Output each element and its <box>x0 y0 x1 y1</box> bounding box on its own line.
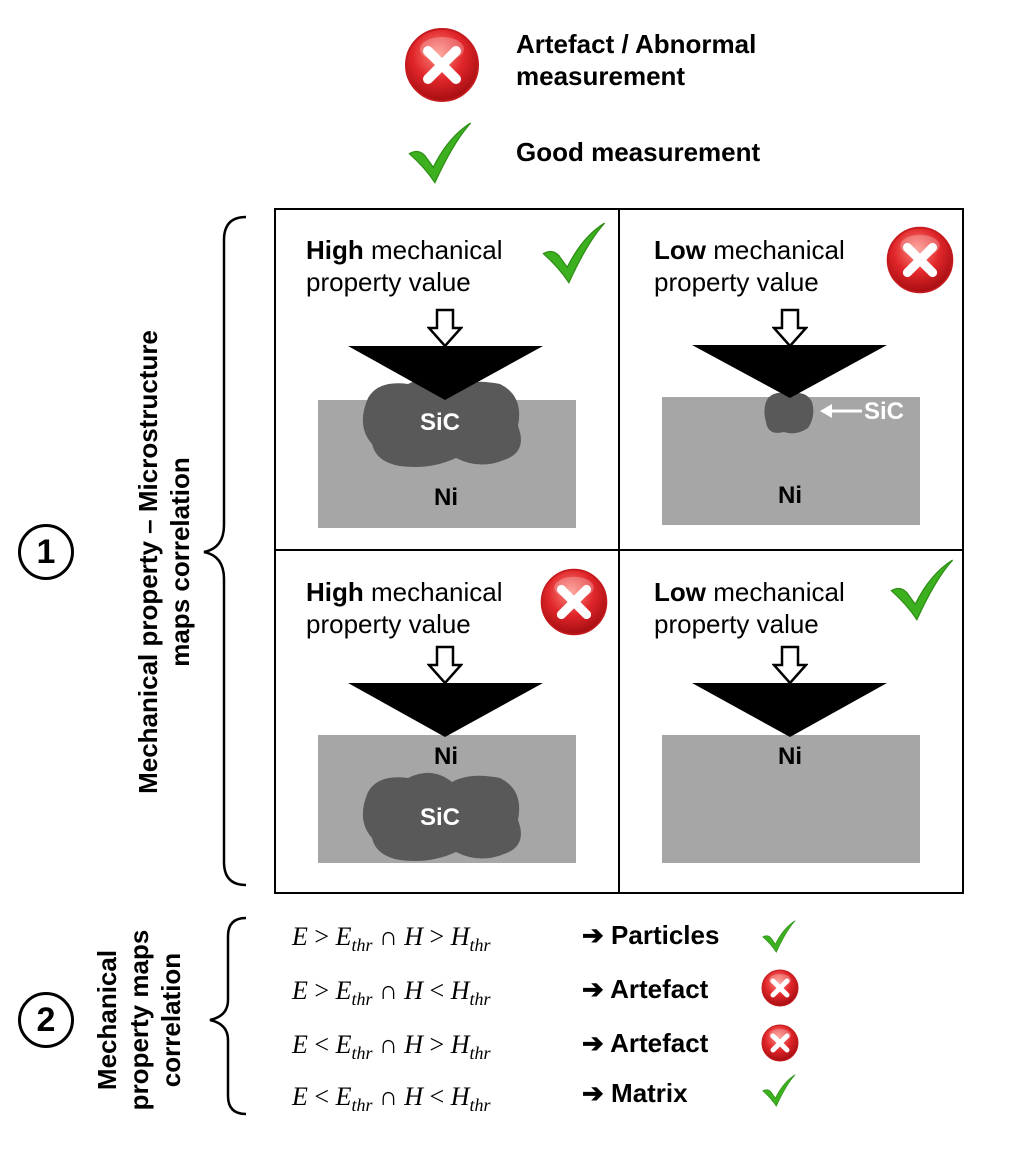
good-legend-icon <box>408 122 472 184</box>
sic-label-2: SiC <box>864 398 905 425</box>
load-arrow-1 <box>427 308 463 348</box>
cell-2-label-rest: mechanical <box>706 235 845 265</box>
sic-particle-1 <box>362 378 521 467</box>
status-cross-3 <box>542 570 607 635</box>
rule-result-4: ➔ Matrix <box>582 1078 688 1108</box>
rule-formula-1: E > Ethr ∩ H > Hthr <box>292 922 491 956</box>
status-check-1 <box>542 222 606 284</box>
rule-result-3: ➔ Artefact <box>582 1028 709 1058</box>
rule-status-cross-3 <box>762 1025 798 1061</box>
sic-particle-3 <box>362 772 521 861</box>
matrix-block-4 <box>662 735 920 863</box>
status-cross-2 <box>888 228 953 293</box>
brace-section-2 <box>209 916 247 1116</box>
load-arrow-4 <box>772 645 808 685</box>
rule-formula-3: E < Ethr ∩ H > Hthr <box>292 1030 491 1064</box>
rule-result-2: ➔ Artefact <box>582 974 709 1004</box>
ni-label-4: Ni <box>778 743 802 770</box>
cell-1-label-rest: mechanical <box>363 235 503 265</box>
sic-particle-2 <box>764 392 814 434</box>
cell-1-label-line2: property value <box>306 267 471 297</box>
load-arrow-3 <box>427 645 463 685</box>
section-1-number: 1 <box>18 524 74 580</box>
sic-label-3: SiC <box>420 804 461 831</box>
section-2-vertical-label: Mechanical property maps correlation <box>91 915 187 1125</box>
section-2-number: 2 <box>18 992 74 1048</box>
artefact-legend-label: Artefact / Abnormal measurement <box>516 28 756 92</box>
section-1-label-line2: maps correlation <box>165 457 195 667</box>
load-arrow-2 <box>772 308 808 348</box>
rule-arrow-icon: ➔ <box>582 1078 604 1108</box>
indenter-3 <box>348 683 543 737</box>
artefact-legend-line1: Artefact / Abnormal <box>516 29 757 59</box>
ni-label-3: Ni <box>434 743 458 770</box>
cell-3-label: High mechanical property value <box>306 576 503 640</box>
cell-3-label-line2: property value <box>306 609 471 639</box>
section-1-label-line1: Mechanical property – Microstructure <box>133 330 163 794</box>
section-2-label-line2: property maps <box>124 929 154 1111</box>
cell-4-label-line2: property value <box>654 609 819 639</box>
status-check-4 <box>890 559 954 621</box>
indenter-4 <box>692 683 887 737</box>
rule-result-1: ➔ Particles <box>582 920 720 950</box>
rule-status-check-4 <box>762 1074 796 1107</box>
rule-status-check-1 <box>762 920 796 953</box>
artefact-legend-icon <box>406 29 478 101</box>
rule-status-cross-2 <box>762 970 798 1006</box>
rule-arrow-icon: ➔ <box>582 1028 604 1058</box>
cell-2-label: Low mechanical property value <box>654 234 845 298</box>
sic-pointer-head <box>820 404 832 418</box>
artefact-legend-line2: measurement <box>516 61 686 91</box>
sic-label-1: SiC <box>420 409 461 436</box>
brace-section-1 <box>203 215 247 887</box>
indenter-2 <box>692 345 887 398</box>
section-1-vertical-label: Mechanical property – Microstructure map… <box>132 302 196 822</box>
rule-formula-2: E > Ethr ∩ H < Hthr <box>292 976 491 1010</box>
section-2-label-line1: Mechanical <box>92 949 122 1091</box>
cell-2-label-bold: Low <box>654 235 706 265</box>
cell-1-label-bold: High <box>306 235 364 265</box>
rule-arrow-icon: ➔ <box>582 920 604 950</box>
rule-formula-4: E < Ethr ∩ H < Hthr <box>292 1082 491 1116</box>
cell-1-label: High mechanical property value <box>306 234 503 298</box>
rule-arrow-icon: ➔ <box>582 974 604 1004</box>
cell-3-label-rest: mechanical <box>363 577 503 607</box>
cell-4-label-bold: Low <box>654 577 706 607</box>
good-legend-label: Good measurement <box>516 137 761 167</box>
section-2-label-line3: correlation <box>156 952 186 1088</box>
ni-label-2: Ni <box>778 482 802 509</box>
indenter-1 <box>348 346 543 400</box>
cell-2-label-line2: property value <box>654 267 819 297</box>
cell-4-label-rest: mechanical <box>706 577 845 607</box>
cell-4-label: Low mechanical property value <box>654 576 845 640</box>
ni-label-1: Ni <box>434 484 458 511</box>
cell-3-label-bold: High <box>306 577 364 607</box>
